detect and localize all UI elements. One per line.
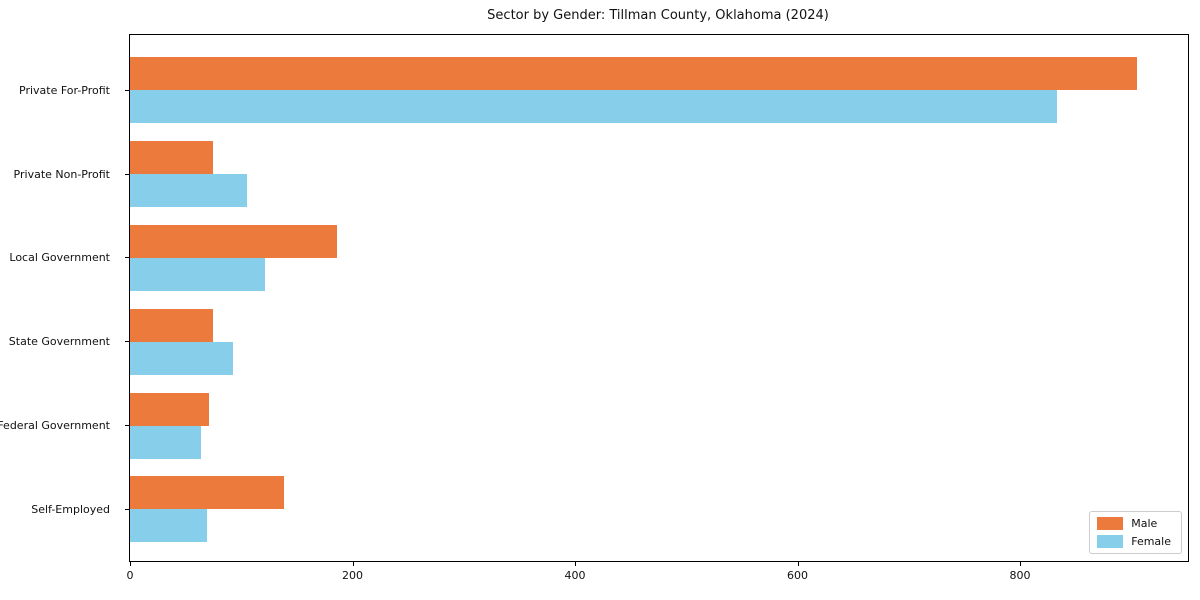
bar-male-local-government	[130, 224, 337, 258]
x-tick-label-200: 200	[342, 569, 363, 582]
x-tick-label-400: 400	[564, 569, 586, 582]
plot-area: Private For-Profit Private Non-Profit Loca…	[0, 34, 1189, 582]
legend-label-female: Female	[1131, 535, 1171, 548]
bar-male-private-for-profit	[130, 57, 1137, 91]
y-tick-mark	[125, 425, 129, 426]
x-tick-mark	[1020, 562, 1021, 566]
x-tick-label-800: 800	[1009, 569, 1031, 582]
bar-female-local-government	[130, 257, 265, 291]
y-tick-mark	[125, 257, 129, 259]
bar-male-federal-government	[130, 392, 209, 426]
chart-title: Sector by Gender: Tillman County, Oklaho…	[487, 8, 829, 23]
bar-male-self-employed	[130, 476, 284, 510]
y-tick-label-private-non-profit: Private Non-Profit	[13, 167, 110, 181]
y-tick-mark	[125, 341, 129, 343]
y-tick-label-state-government: State Government	[8, 335, 110, 349]
x-tick-mark	[352, 562, 354, 566]
y-tick-label-local-government: Local Government	[9, 251, 110, 265]
bar-female-federal-government	[130, 425, 202, 459]
x-tick-mark	[130, 562, 131, 566]
legend: Male Female	[1089, 511, 1182, 554]
x-tick-label-600: 600	[787, 569, 808, 582]
x-tick-mark	[575, 562, 576, 566]
bar-female-state-government	[130, 341, 234, 375]
y-tick-mark	[125, 89, 129, 91]
bar-male-private-non-profit	[130, 141, 214, 175]
y-tick-label-self-employed: Self-Employed	[31, 502, 110, 516]
x-tick-label-0: 0	[126, 569, 134, 582]
y-tick-label-federal-government: Federal Government	[0, 419, 110, 432]
y-tick-mark	[125, 173, 129, 175]
legend-item-male: Male	[1097, 517, 1171, 530]
bar-female-private-for-profit	[130, 90, 1057, 124]
x-tick-mark	[797, 562, 799, 566]
legend-swatch-male-icon	[1097, 517, 1124, 530]
bar-male-state-government	[130, 308, 214, 342]
bar-female-self-employed	[130, 509, 207, 543]
y-tick-mark	[125, 508, 129, 510]
y-tick-label-private-for-profit: Private For-Profit	[19, 83, 110, 97]
bar-female-private-non-profit	[130, 174, 247, 208]
legend-swatch-female-icon	[1097, 535, 1124, 548]
legend-item-female: Female	[1097, 535, 1171, 548]
legend-label-male: Male	[1131, 517, 1158, 530]
